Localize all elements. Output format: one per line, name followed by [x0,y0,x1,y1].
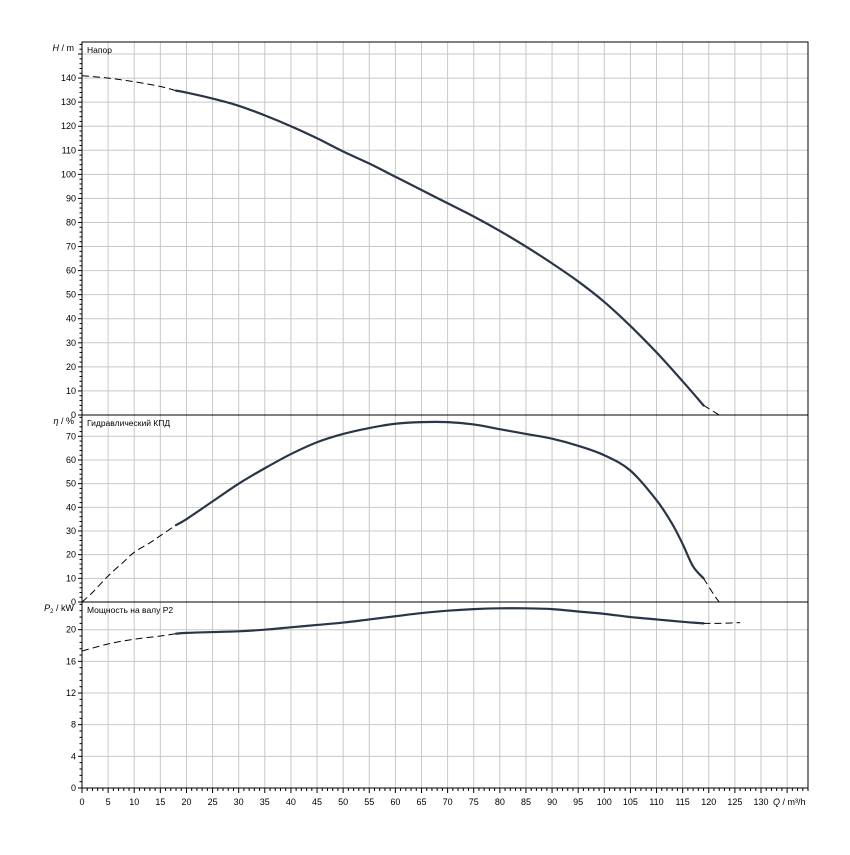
power-y-axis-label: P2 / kW [44,603,74,615]
power-curve [174,607,705,635]
x-tick-label: 60 [390,797,400,807]
x-tick-label: 125 [727,797,742,807]
head-y-tick-label: 110 [62,145,76,155]
head-y-tick-label: 20 [66,362,76,372]
head-curve-extrapolated-left [81,75,177,92]
x-tick-label: 0 [79,797,84,807]
x-tick-label: 130 [753,797,768,807]
x-tick-label: 80 [495,797,505,807]
head-y-tick-label: 50 [66,290,76,300]
x-tick-label: 45 [312,797,322,807]
head-y-tick-label: 0 [71,410,76,420]
head-y-tick-label: 30 [66,338,76,348]
tick-marks-layer [78,43,809,793]
power-panel-title: Мощность на валу P2 [87,605,173,615]
x-tick-label: 30 [234,797,244,807]
x-tick-label: 85 [521,797,531,807]
x-tick-label: 40 [286,797,296,807]
head-y-tick-label: 90 [66,193,76,203]
efficiency-curve-extrapolated-right [703,578,720,603]
efficiency-y-tick-label: 60 [66,455,76,465]
efficiency-y-tick-label: 30 [66,526,76,536]
head-y-axis-label: H / m [53,43,75,53]
head-y-tick-label: 40 [66,314,76,324]
x-tick-label: 55 [364,797,374,807]
efficiency-y-tick-label: 50 [66,479,76,489]
power-y-tick-label: 16 [66,656,76,666]
efficiency-curve-extrapolated-left [81,524,177,603]
x-tick-label: 5 [106,797,111,807]
head-curve-extrapolated-right [703,404,720,416]
head-curve [174,89,705,407]
power-curve-extrapolated-right [703,622,741,624]
x-tick-label: 65 [416,797,426,807]
x-tick-label: 115 [675,797,689,807]
x-tick-label: 50 [338,797,348,807]
x-tick-label: 90 [547,797,557,807]
x-tick-label: 95 [573,797,583,807]
efficiency-y-tick-label: 20 [66,550,76,560]
x-tick-label: 10 [129,797,139,807]
head-y-tick-label: 60 [66,266,76,276]
x-tick-label: 15 [155,797,165,807]
x-axis-label: Q / m³/h [773,797,806,807]
head-y-tick-label: 10 [66,386,76,396]
curves-layer [81,75,741,652]
efficiency-panel-title: Гидравлический КПД [87,418,170,428]
x-tick-label: 25 [208,797,218,807]
power-panel-frame [81,601,809,789]
x-tick-label: 70 [443,797,453,807]
x-tick-label: 35 [260,797,270,807]
head-panel-title: Напор [87,45,112,55]
frame-layer [81,41,809,789]
power-y-tick-label: 0 [71,783,76,793]
x-tick-label: 105 [623,797,638,807]
head-y-tick-label: 80 [66,217,76,227]
x-tick-label: 100 [597,797,612,807]
power-y-tick-label: 12 [66,688,76,698]
efficiency-y-tick-label: 10 [66,573,76,583]
efficiency-y-tick-label: 0 [71,597,76,607]
power-y-tick-label: 4 [71,751,76,761]
head-y-tick-label: 120 [61,121,76,131]
head-y-tick-label: 140 [61,73,76,83]
x-tick-label: 75 [469,797,479,807]
efficiency-y-axis-label: η / % [53,416,74,426]
head-panel-frame [81,41,809,416]
head-y-tick-label: 100 [61,169,76,179]
efficiency-y-tick-label: 40 [66,502,76,512]
power-y-tick-label: 20 [66,625,76,635]
x-tick-label: 120 [701,797,716,807]
head-y-tick-label: 130 [61,97,76,107]
efficiency-y-tick-label: 70 [66,431,76,441]
x-tick-label: 20 [181,797,191,807]
x-tick-label: 110 [649,797,663,807]
efficiency-curve [174,420,705,580]
power-curve-extrapolated-left [81,633,177,652]
power-y-tick-label: 8 [71,720,76,730]
head-y-tick-label: 70 [66,242,76,252]
